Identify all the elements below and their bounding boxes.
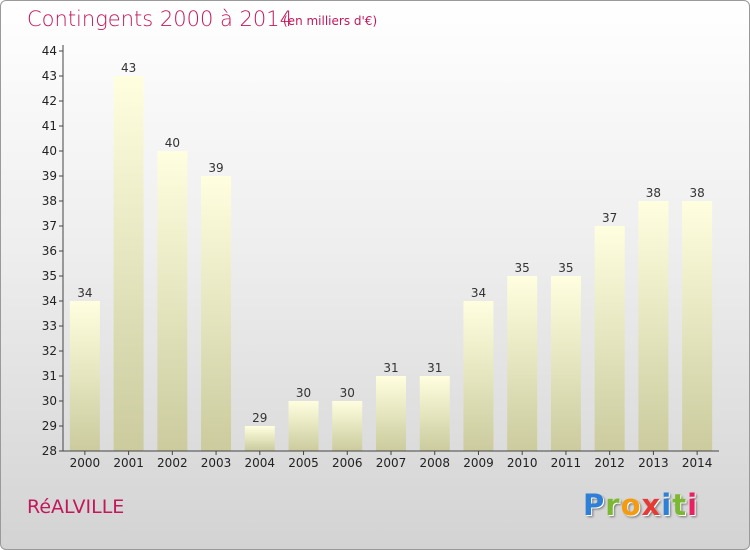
x-tick-label: 2008: [419, 456, 450, 470]
x-tick-label: 2003: [201, 456, 232, 470]
y-tick-label: 42: [42, 94, 57, 108]
x-tick-label: 2012: [594, 456, 625, 470]
y-tick-label: 30: [42, 394, 57, 408]
bar: [244, 426, 275, 451]
bar: [113, 76, 144, 451]
logo-letter: r: [605, 488, 621, 522]
y-tick-label: 41: [42, 119, 57, 133]
bar-value-label: 37: [602, 211, 617, 225]
bar-value-label: 34: [77, 286, 92, 300]
y-tick-label: 39: [42, 169, 57, 183]
logo-letter: i: [661, 488, 673, 522]
bar: [638, 201, 669, 451]
logo-letter: t: [672, 488, 688, 522]
chart-title: Contingents 2000 à 2014: [27, 7, 293, 31]
bars: 34 43 40 39 29 30 30 31 31 34 35 35 37 38 38: [69, 61, 713, 451]
proxiti-logo: Proxiti: [583, 488, 698, 522]
bar-value-label: 30: [296, 386, 311, 400]
y-tick-label: 31: [42, 369, 57, 383]
y-tick-label: 32: [42, 344, 57, 358]
logo-letter: P: [583, 488, 606, 522]
x-tick-label: 2005: [288, 456, 319, 470]
logo-letter: x: [641, 488, 662, 522]
y-tick-label: 44: [42, 44, 57, 58]
bar-value-label: 35: [558, 261, 573, 275]
logo-letter: i: [687, 488, 699, 522]
y-tick-label: 38: [42, 194, 57, 208]
bar-value-label: 31: [383, 361, 398, 375]
y-tick-label: 36: [42, 244, 57, 258]
x-tick-label: 2014: [682, 456, 713, 470]
bar-value-label: 39: [208, 161, 223, 175]
y-tick-label: 43: [42, 69, 57, 83]
commune-name: RéALVILLE: [27, 496, 125, 518]
bar: [201, 176, 232, 451]
x-tick-label: 2013: [638, 456, 669, 470]
x-tick-label: 2009: [463, 456, 494, 470]
x-tick-label: 2011: [551, 456, 582, 470]
chart-subtitle: (en milliers d'€): [283, 14, 378, 28]
bar: [550, 276, 581, 451]
x-tick-label: 2004: [245, 456, 276, 470]
bar-value-label: 34: [471, 286, 486, 300]
bar: [376, 376, 406, 451]
bar-value-label: 30: [340, 386, 355, 400]
bar-value-label: 43: [121, 61, 136, 75]
bar: [682, 201, 713, 451]
logo-letter: o: [620, 488, 642, 522]
x-axis: 2000 2001 2002 2003 2004 2005 2006 2007 2008 2009…: [63, 450, 719, 470]
bar: [157, 151, 188, 451]
x-tick-label: 2010: [507, 456, 538, 470]
bar: [69, 301, 100, 451]
y-tick-label: 29: [42, 419, 57, 433]
bar: [332, 401, 363, 451]
y-tick-label: 34: [42, 294, 57, 308]
y-axis: 28 29 30 31 32 33 34 35 36 37 38 39 40 41 42 43 44: [42, 44, 64, 458]
y-tick-label: 40: [42, 144, 57, 158]
bar: [463, 301, 494, 451]
bar-value-label: 29: [252, 411, 267, 425]
y-tick-label: 33: [42, 319, 57, 333]
bar-value-label: 38: [689, 186, 704, 200]
x-tick-label: 2002: [157, 456, 188, 470]
x-tick-label: 2006: [332, 456, 363, 470]
bar-value-label: 38: [646, 186, 661, 200]
y-tick-label: 35: [42, 269, 57, 283]
x-tick-label: 2000: [70, 456, 101, 470]
bar-value-label: 35: [515, 261, 530, 275]
bar: [288, 401, 319, 451]
bar: [507, 276, 538, 451]
bar-value-label: 31: [427, 361, 442, 375]
x-tick-label: 2007: [376, 456, 407, 470]
bar-value-label: 40: [165, 136, 180, 150]
x-tick-label: 2001: [113, 456, 144, 470]
y-tick-label: 37: [42, 219, 57, 233]
bar: [594, 226, 625, 451]
bar: [419, 376, 450, 451]
y-tick-label: 28: [42, 444, 57, 458]
